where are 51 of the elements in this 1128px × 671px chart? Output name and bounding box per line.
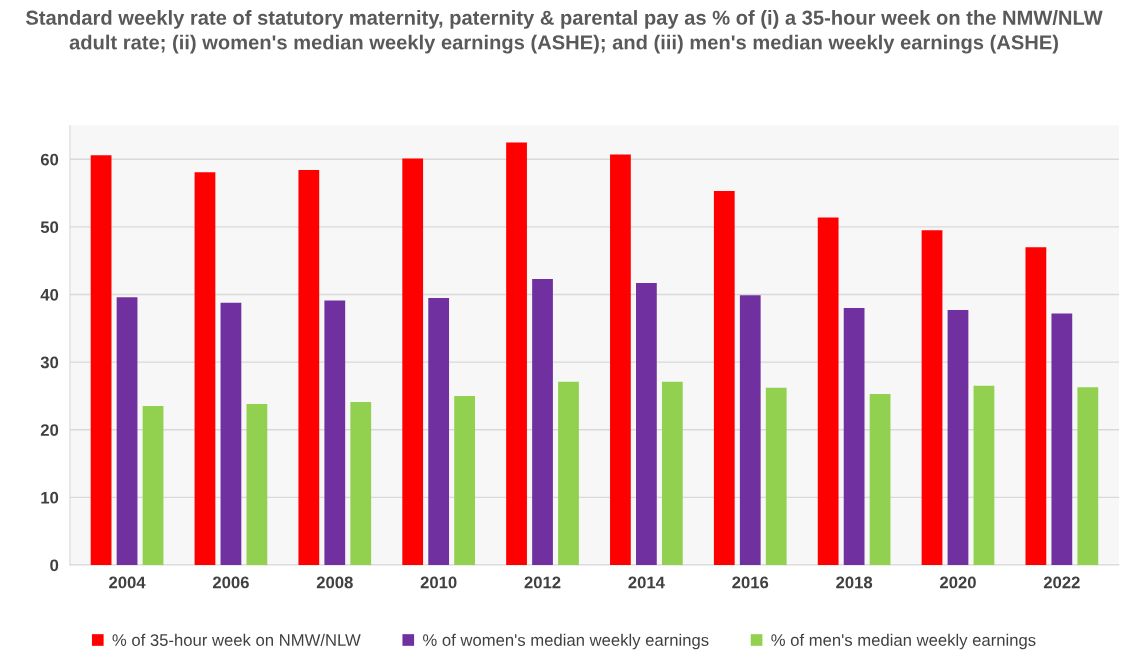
chart-title: Standard weekly rate of statutory maternity, paternity & parental pay as % of (i) a 35-hour week on the NMW/NLW adult rate; (ii) women's median weekly earnings (ASHE); and (iii) men's median weekly earnings (ASHE) bbox=[25, 10, 1103, 54]
bar bbox=[843, 308, 865, 565]
bar bbox=[402, 158, 424, 565]
x-tick-label: 2016 bbox=[732, 576, 769, 589]
y-tick-label: 30 bbox=[40, 356, 59, 369]
bar bbox=[661, 381, 683, 565]
bar bbox=[246, 404, 268, 565]
legend-label: % of women's median weekly earnings bbox=[423, 633, 709, 650]
bar bbox=[713, 191, 735, 565]
bar bbox=[298, 170, 320, 565]
x-tick-label: 2008 bbox=[316, 576, 353, 589]
bar bbox=[116, 297, 138, 565]
bar bbox=[506, 142, 527, 565]
x-tick-label: 2014 bbox=[628, 576, 665, 589]
bar bbox=[869, 393, 891, 565]
y-tick-label: 20 bbox=[40, 424, 59, 436]
x-tick-label: 2012 bbox=[524, 576, 561, 589]
x-tick-label: 2004 bbox=[109, 576, 146, 589]
bar bbox=[220, 302, 242, 565]
legend-label: % of men's median weekly earnings bbox=[771, 633, 1036, 650]
bar bbox=[90, 155, 112, 565]
bar bbox=[428, 297, 450, 565]
x-tick-label: 2018 bbox=[836, 576, 873, 589]
bar bbox=[142, 406, 164, 565]
bar bbox=[1051, 313, 1073, 565]
y-tick-label: 60 bbox=[40, 153, 59, 166]
y-tick-label: 40 bbox=[40, 288, 59, 301]
bar bbox=[1077, 387, 1099, 565]
x-tick-label: 2006 bbox=[212, 576, 249, 589]
bar bbox=[921, 230, 943, 565]
bar bbox=[350, 402, 372, 565]
bar bbox=[558, 381, 579, 565]
x-tick-label: 2022 bbox=[1043, 576, 1080, 589]
bar bbox=[739, 295, 761, 565]
bar bbox=[324, 300, 346, 565]
bar bbox=[636, 283, 657, 565]
y-tick-label: 10 bbox=[41, 491, 59, 504]
x-tick-label: 2020 bbox=[940, 576, 976, 589]
bar bbox=[817, 217, 839, 565]
bar bbox=[1025, 247, 1047, 565]
bar bbox=[454, 395, 476, 565]
bar bbox=[973, 385, 995, 565]
y-tick-label: 0 bbox=[50, 559, 59, 572]
bar bbox=[765, 387, 787, 565]
y-tick-label: 50 bbox=[40, 221, 59, 234]
bar bbox=[610, 154, 631, 565]
bar bbox=[947, 310, 969, 565]
bar bbox=[194, 172, 216, 565]
legend-label: % of 35-hour week on NMW/NLW bbox=[112, 633, 361, 646]
bar bbox=[532, 278, 553, 565]
x-tick-label: 2010 bbox=[420, 576, 457, 589]
